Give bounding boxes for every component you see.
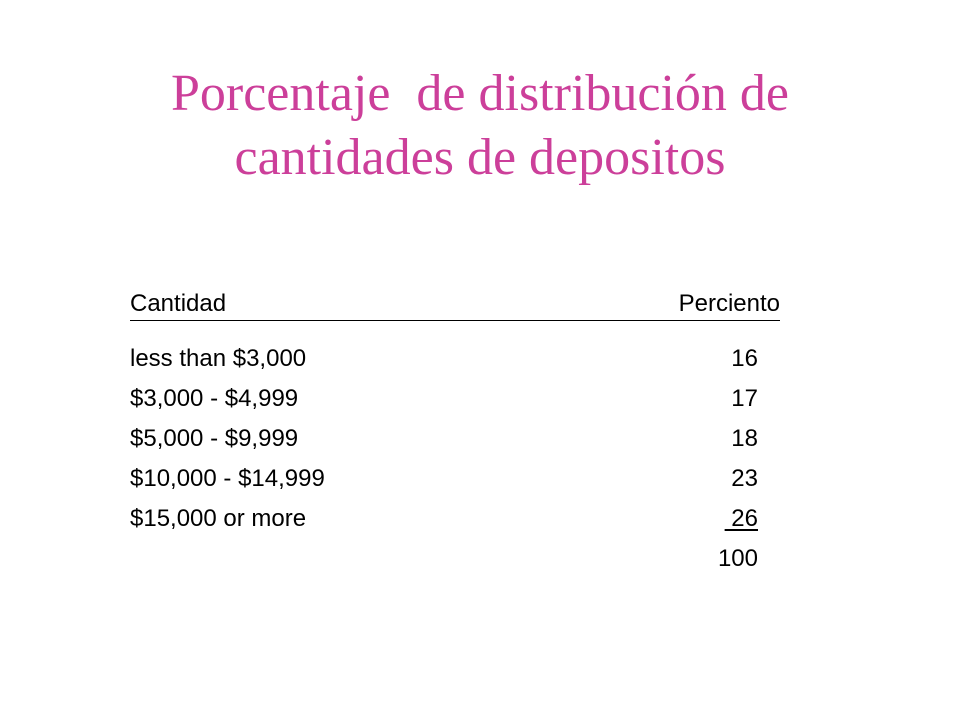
table-row: $15,000 or more 26 [130, 499, 780, 539]
amount-cell: less than $3,000 [130, 345, 307, 372]
percent-cell: 17 [731, 385, 758, 412]
header-percent: Perciento [678, 290, 780, 317]
slide-title-line-1: Porcentaje de distribución de [170, 65, 790, 122]
percent-cell: 18 [731, 425, 758, 452]
percent-cell: 26 [724, 505, 758, 532]
table-body: less than $3,000 16 $3,000 - $4,999 17 $… [130, 339, 780, 579]
table-header: Cantidad Perciento [130, 288, 780, 321]
header-amount: Cantidad [130, 290, 227, 317]
distribution-table: Cantidad Perciento less than $3,000 16 $… [130, 288, 780, 572]
table-row: $3,000 - $4,999 17 [130, 379, 780, 419]
total-percent: 100 [717, 545, 758, 572]
table-row: $10,000 - $14,999 23 [130, 459, 780, 499]
percent-cell: 16 [731, 345, 758, 372]
amount-cell: $15,000 or more [130, 505, 307, 532]
total-row: 100 [130, 539, 780, 579]
amount-cell: $10,000 - $14,999 [130, 465, 325, 492]
table-row: less than $3,000 16 [130, 339, 780, 379]
amount-cell: $3,000 - $4,999 [130, 385, 299, 412]
slide-title-line-2: cantidades de depositos [234, 129, 726, 186]
table-row: $5,000 - $9,999 18 [130, 419, 780, 459]
amount-cell: $5,000 - $9,999 [130, 425, 299, 452]
percent-cell: 23 [731, 465, 758, 492]
slide-title: Porcentaje de distribución de cantidades… [0, 62, 960, 190]
